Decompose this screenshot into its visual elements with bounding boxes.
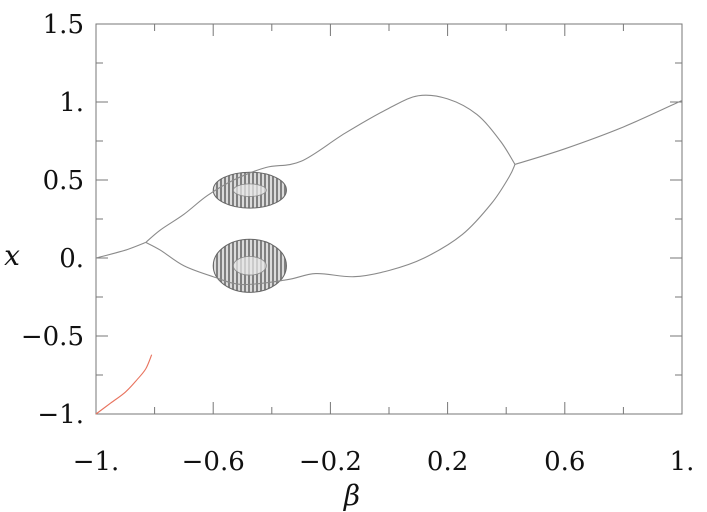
y-tick-label: 0.5: [43, 166, 84, 196]
y-tick-label: −0.5: [21, 322, 84, 352]
series-line: [95, 241, 147, 259]
y-tick-label: 1.5: [43, 10, 84, 40]
series-line: [514, 99, 683, 165]
y-tick-label: −1.: [37, 400, 84, 430]
axis-ticks: [95, 23, 683, 415]
x-tick-label: −0.6: [182, 447, 245, 477]
series-line: [145, 164, 516, 286]
chaotic-regions: [212, 171, 287, 293]
y-tick-label: 0.: [59, 244, 84, 274]
tick-labels: −1. −0.6 −0.2 0.2 0.6 1. −1. −0.5 0. 0.5 1. 1.5: [21, 10, 695, 477]
x-tick-label: −1.: [73, 447, 120, 477]
series-layer: [95, 94, 683, 415]
x-tick-label: 1.: [670, 447, 695, 477]
x-tick-label: −0.2: [299, 447, 362, 477]
series-line: [145, 94, 516, 243]
x-axis-label: β: [343, 479, 360, 512]
chaotic-band-core: [232, 183, 267, 197]
x-tick-label: 0.6: [544, 447, 585, 477]
x-tick-label: 0.2: [427, 447, 468, 477]
series-line: [95, 354, 153, 415]
chaotic-band-core: [232, 256, 267, 276]
y-axis-label: x: [4, 239, 20, 272]
y-tick-label: 1.: [59, 88, 84, 118]
plot-frame: [95, 23, 683, 415]
